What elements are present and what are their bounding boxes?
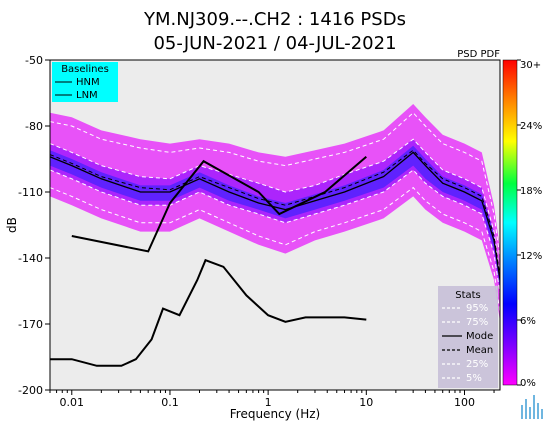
series-line-25pct [50, 169, 500, 294]
stats-legend-item: 95% [466, 303, 488, 314]
stats-legend-item: 75% [466, 317, 488, 328]
y-tick-label: -110 [18, 186, 43, 199]
colorbar-ticks: 30+ 24% 18% 12% 6% 0% [517, 59, 542, 389]
x-tick-label: 1 [265, 396, 272, 409]
x-axis-label: Frequency (Hz) [230, 407, 321, 421]
stats-legend-item: Mode [466, 331, 493, 342]
stat-lines [50, 112, 500, 314]
x-tick-label: 0.1 [161, 396, 179, 409]
series-line-95pct [50, 112, 500, 259]
x-tick-label: 10 [359, 396, 373, 409]
stats-legend-item: Mean [466, 345, 493, 356]
colorbar-title: PSD PDF [457, 49, 500, 60]
baseline-lines [50, 156, 367, 367]
colorbar-tick-label: 24% [520, 121, 542, 132]
y-tick-label: -80 [25, 120, 43, 133]
series-line-mode [50, 151, 500, 281]
colorbar [502, 59, 518, 386]
colorbar-tick-label: 6% [520, 316, 536, 327]
baselines-legend-lnm: LNM [76, 90, 98, 101]
y-tick-label: -170 [18, 318, 43, 331]
psd-pdf-band-core [50, 145, 500, 289]
baselines-legend-hnm: HNM [76, 77, 100, 88]
colorbar-tick-label: 12% [520, 251, 542, 262]
stats-legend-item: 5% [466, 373, 482, 384]
x-tick-label: 100 [454, 396, 475, 409]
colorbar-tick-label: 18% [520, 186, 542, 197]
plot-frame [49, 59, 501, 391]
y-axis: -50 -80 -110 -140 -170 -200 [18, 54, 50, 397]
y-axis-label: dB [5, 217, 19, 233]
stats-legend-box [438, 286, 498, 388]
y-tick-label: -140 [18, 252, 43, 265]
chart-title-line2: 05-JUN-2021 / 04-JUL-2021 [153, 33, 396, 54]
colorbar-tick-label: 0% [520, 378, 536, 389]
chart-title-line1: YM.NJ309.--.CH2 : 1416 PSDs [143, 9, 406, 30]
stats-legend-item: 25% [466, 359, 488, 370]
y-tick-label: -200 [18, 384, 43, 397]
waveform-logo [521, 395, 543, 419]
colorbar-tick-label: 30+ [520, 60, 541, 71]
stats-legend: Stats 95% 75% Mode Mean 25% 5% [438, 286, 498, 388]
baseline-hnm [71, 156, 367, 253]
stats-legend-title: Stats [455, 290, 481, 301]
baselines-legend: Baselines HNM LNM [52, 62, 118, 102]
baselines-legend-title: Baselines [61, 64, 109, 75]
series-line-5pct [50, 186, 500, 314]
x-tick-label: 0.01 [60, 396, 85, 409]
y-tick-label: -50 [25, 54, 43, 67]
baseline-lnm [50, 258, 367, 367]
